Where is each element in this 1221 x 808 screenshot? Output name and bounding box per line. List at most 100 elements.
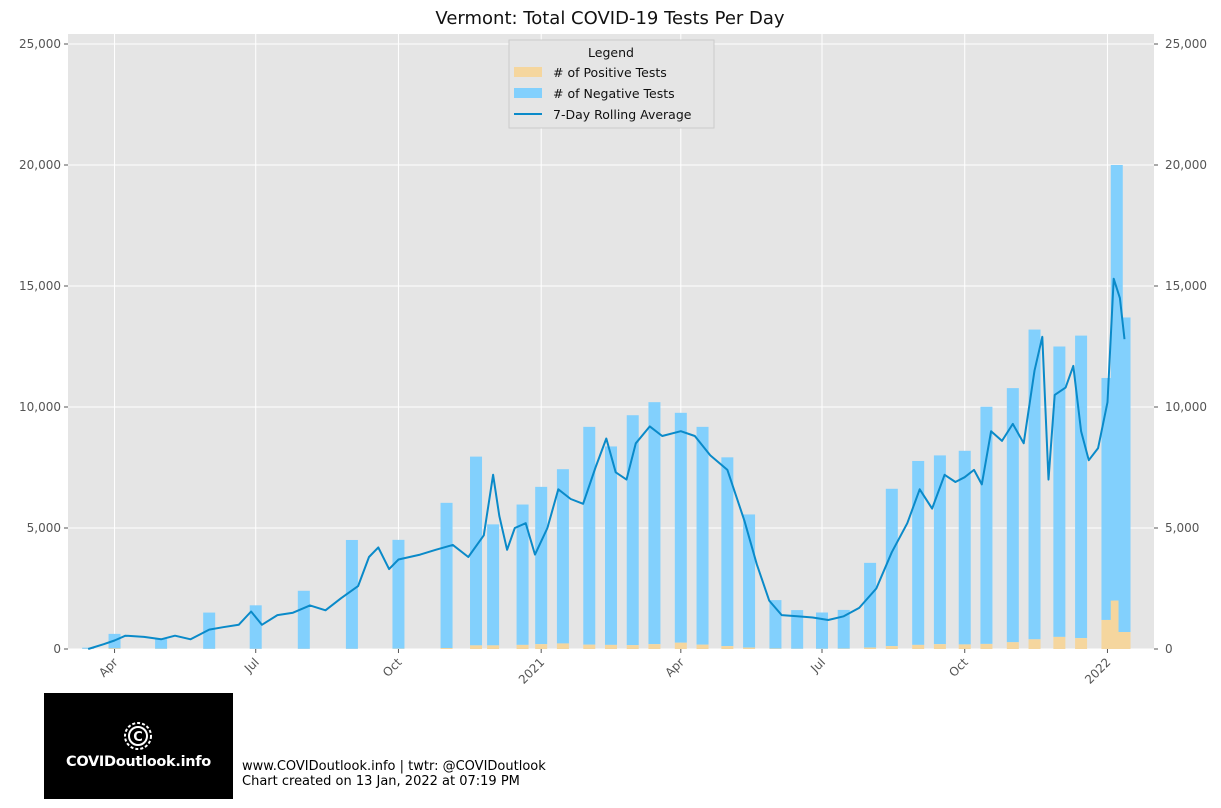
legend-swatch-positive bbox=[514, 67, 542, 77]
negative-tests-bar bbox=[440, 502, 453, 649]
positive-tests-bar bbox=[440, 648, 453, 649]
negative-tests-bar bbox=[249, 605, 262, 649]
y-tick-label-left: 25,000 bbox=[19, 37, 61, 51]
negative-tests-bar bbox=[648, 402, 661, 645]
x-tick-label: Oct bbox=[380, 655, 405, 680]
positive-tests-bar bbox=[108, 648, 121, 649]
footer-credit-line: www.COVIDoutlook.info | twtr: @COVIDoutl… bbox=[242, 759, 546, 774]
positive-tests-bar bbox=[516, 644, 529, 649]
positive-tests-bar bbox=[605, 644, 617, 649]
positive-tests-bar bbox=[980, 643, 993, 649]
y-tick-label-left: 20,000 bbox=[19, 158, 61, 172]
positive-tests-bar bbox=[1075, 638, 1088, 649]
positive-tests-bar bbox=[1028, 639, 1041, 649]
positive-tests-bar bbox=[556, 643, 569, 649]
y-tick-label-left: 0 bbox=[53, 642, 61, 656]
y-tick-label-right: 15,000 bbox=[1165, 279, 1207, 293]
negative-tests-bar bbox=[605, 446, 617, 645]
positive-tests-bar bbox=[743, 647, 756, 649]
svg-text:C: C bbox=[133, 730, 143, 745]
negative-tests-bar bbox=[696, 426, 709, 645]
x-tick-label: Oct bbox=[946, 655, 971, 680]
negative-tests-bar bbox=[1053, 346, 1066, 637]
negative-tests-bar bbox=[958, 450, 971, 645]
legend-label-negative: # of Negative Tests bbox=[553, 86, 675, 101]
negative-tests-bar bbox=[815, 612, 828, 649]
logo-text: COVIDoutlook.info bbox=[66, 754, 211, 770]
y-tick-label-right: 0 bbox=[1165, 642, 1173, 656]
negative-tests-bar bbox=[516, 504, 529, 645]
x-tick-label: Apr bbox=[662, 655, 687, 680]
negative-tests-bar bbox=[1075, 335, 1088, 639]
x-tick-label: 2022 bbox=[1082, 655, 1113, 686]
positive-tests-bar bbox=[674, 642, 687, 649]
negative-tests-bar bbox=[345, 539, 358, 649]
legend-label-average: 7-Day Rolling Average bbox=[553, 107, 692, 122]
negative-tests-bar bbox=[626, 415, 639, 646]
y-tick-label-left: 15,000 bbox=[19, 279, 61, 293]
x-tick-label: Jul bbox=[807, 655, 828, 676]
negative-tests-bar bbox=[885, 488, 898, 647]
x-tick-label: Apr bbox=[96, 655, 121, 680]
negative-tests-bar bbox=[155, 639, 168, 649]
positive-tests-bar bbox=[721, 646, 734, 649]
negative-tests-bar bbox=[721, 457, 734, 647]
positive-tests-bar bbox=[912, 644, 925, 649]
negative-tests-bar bbox=[1118, 317, 1131, 633]
positive-tests-bar bbox=[864, 647, 877, 649]
negative-tests-bar bbox=[297, 590, 310, 649]
negative-tests-bar bbox=[1101, 377, 1114, 620]
negative-tests-bar bbox=[583, 426, 596, 645]
y-tick-label-right: 20,000 bbox=[1165, 158, 1207, 172]
positive-tests-bar bbox=[626, 645, 639, 649]
negative-tests-bar bbox=[392, 539, 405, 649]
rolling-average-line bbox=[87, 277, 1126, 650]
positive-tests-bar bbox=[696, 644, 709, 649]
positive-tests-bar bbox=[487, 645, 500, 649]
legend-title: Legend bbox=[588, 45, 634, 60]
negative-tests-bar bbox=[933, 455, 946, 645]
positive-tests-bar bbox=[1101, 619, 1114, 649]
negative-tests-bar bbox=[1028, 329, 1041, 640]
negative-tests-bar bbox=[837, 609, 850, 649]
negative-tests-bar bbox=[1006, 388, 1019, 643]
y-tick-label-left: 5,000 bbox=[27, 521, 61, 535]
y-tick-label-right: 5,000 bbox=[1165, 521, 1199, 535]
y-tick-label-left: 10,000 bbox=[19, 400, 61, 414]
positive-tests-bar bbox=[885, 646, 898, 649]
positive-tests-bar bbox=[470, 645, 483, 649]
negative-tests-bar bbox=[470, 456, 483, 646]
rolling-average-path bbox=[87, 277, 1126, 650]
positive-tests-bar bbox=[648, 644, 661, 649]
positive-tests-bar bbox=[1118, 632, 1131, 649]
positive-tests-bar bbox=[1006, 642, 1019, 649]
bars bbox=[82, 165, 1131, 649]
footer-created-line: Chart created on 13 Jan, 2022 at 07:19 P… bbox=[242, 774, 520, 789]
footer: www.COVIDoutlook.info | twtr: @COVIDoutl… bbox=[242, 759, 546, 789]
negative-tests-bar bbox=[674, 412, 687, 643]
negative-tests-bar bbox=[980, 406, 993, 644]
y-tick-label-right: 10,000 bbox=[1165, 400, 1207, 414]
negative-tests-bar bbox=[535, 486, 548, 645]
negative-tests-bar bbox=[864, 562, 877, 648]
y-tick-label-right: 25,000 bbox=[1165, 37, 1207, 51]
negative-tests-bar bbox=[556, 469, 569, 644]
x-tick-label: 2021 bbox=[516, 655, 547, 686]
legend-label-positive: # of Positive Tests bbox=[553, 65, 667, 80]
positive-tests-bar bbox=[583, 644, 596, 649]
logo: C COVIDoutlook.info bbox=[44, 693, 233, 799]
coronavirus-c-icon: C bbox=[124, 722, 152, 750]
negative-tests-bar bbox=[487, 524, 500, 646]
positive-tests-bar bbox=[958, 644, 971, 649]
negative-tests-bar bbox=[912, 460, 925, 645]
legend: Legend # of Positive Tests # of Negative… bbox=[508, 39, 715, 129]
legend-box bbox=[508, 39, 715, 129]
chart-title: Vermont: Total COVID-19 Tests Per Day bbox=[435, 8, 785, 29]
legend-swatch-negative bbox=[514, 88, 542, 98]
positive-tests-bar bbox=[1053, 636, 1066, 649]
positive-tests-bar bbox=[933, 644, 946, 649]
x-tick-label: Jul bbox=[241, 655, 262, 676]
positive-tests-bar bbox=[535, 644, 548, 649]
negative-tests-bar bbox=[791, 610, 804, 649]
